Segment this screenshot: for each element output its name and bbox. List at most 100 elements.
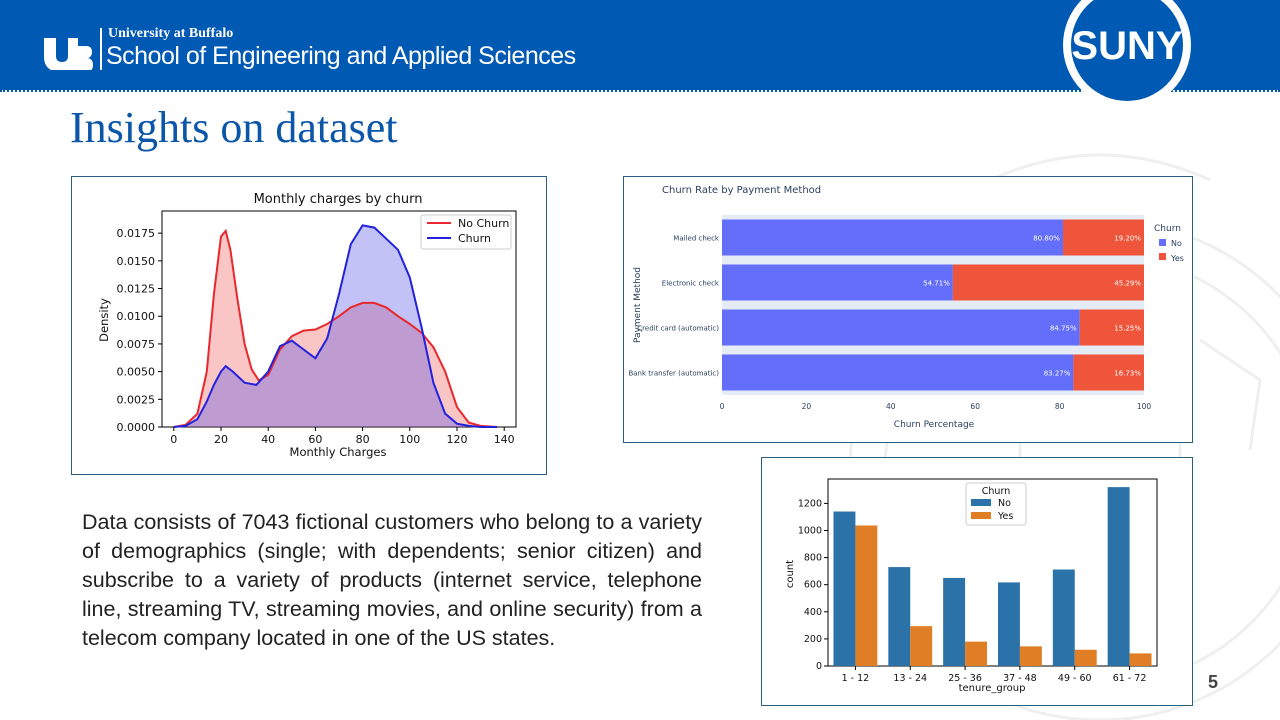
ten-legend-title: Churn (982, 486, 1010, 497)
ten-bar (1074, 649, 1097, 666)
ten-xtick-label: 37 - 48 (1003, 673, 1037, 684)
ten-legend-swatch-yes (971, 512, 991, 519)
kde-ytick-label: 0.0000 (117, 421, 156, 434)
ten-bar (1019, 646, 1042, 666)
pay-legend-title: Churn (1154, 224, 1181, 234)
kde-legend-label-churn: Churn (458, 232, 491, 245)
pay-bar-label: 80.80% (1033, 235, 1060, 243)
ten-plot-frame (827, 478, 1158, 667)
pay-ylabel: Payment Method (633, 267, 643, 343)
university-name: University at Buffalo (108, 26, 234, 41)
pay-xtick-label: 0 (720, 402, 725, 411)
pay-bar (722, 309, 1080, 346)
pay-bar-label: 15.25% (1114, 325, 1141, 333)
kde-ytick-label: 0.0075 (117, 338, 156, 351)
header-dotted-rule (0, 90, 1280, 92)
suny-logo-text: SUNY (1071, 24, 1182, 68)
monthly-charges-chart: Monthly charges by churn 0 20 40 60 80 100 120… (97, 192, 517, 459)
ten-ytick-label: 400 (804, 607, 822, 618)
slide-title: Insights on dataset (70, 103, 398, 152)
ten-bar (943, 577, 966, 666)
ten-bar (997, 582, 1020, 666)
ten-xlabel: tenure_group (959, 683, 1026, 694)
ten-xtick-label: 25 - 36 (948, 673, 982, 684)
payment-method-chart: Churn Rate by Payment Method 80.80% 19.20… (628, 185, 1184, 430)
kde-ylabel: Density (97, 298, 111, 342)
pay-xtick-label: 40 (886, 402, 896, 411)
tenure-group-chart: 1 - 12 13 - 24 25 - 36 37 - 48 49 - 60 61 - 7… (785, 478, 1158, 694)
pay-bar-label: 83.27% (1044, 370, 1071, 378)
pay-title: Churn Rate by Payment Method (662, 185, 821, 196)
ten-legend-label-no: No (998, 498, 1011, 509)
ten-bar (833, 511, 856, 666)
ten-xtick-label: 13 - 24 (893, 673, 927, 684)
monthly-charges-chart-panel: Monthly charges by churn 0 20 40 60 80 100 120… (71, 176, 547, 475)
kde-ytick-label: 0.0025 (117, 393, 156, 406)
pay-xlabel: Churn Percentage (894, 420, 975, 430)
pay-legend-label-no: No (1171, 239, 1182, 248)
pay-xtick-label: 80 (1055, 402, 1065, 411)
pay-xtick-label: 60 (970, 402, 980, 411)
pay-bar (952, 264, 1144, 301)
ten-bar (910, 626, 933, 666)
ten-ytick-label: 0 (816, 661, 822, 672)
pay-legend-swatch-yes (1159, 253, 1166, 260)
payment-method-chart-panel: Churn Rate by Payment Method 80.80% 19.20… (623, 176, 1193, 443)
pay-legend-swatch-no (1159, 239, 1166, 246)
kde-plot-frame (161, 210, 517, 428)
ten-xtick-label: 1 - 12 (842, 673, 870, 684)
ten-legend-swatch-no (971, 499, 991, 506)
pay-category-label: Credit card (automatic) (637, 325, 719, 333)
kde-legend-label-no-churn: No Churn (458, 217, 509, 230)
ten-bar (888, 567, 911, 666)
kde-xtick-label: 100 (399, 433, 420, 446)
pay-bar-label: 84.75% (1050, 325, 1077, 333)
kde-title: Monthly charges by churn (254, 192, 423, 207)
ten-ytick-label: 200 (804, 634, 822, 645)
pay-bar (1073, 354, 1144, 391)
kde-xtick-label: 0 (170, 433, 177, 446)
pay-xtick-label: 100 (1137, 402, 1152, 411)
dataset-description: Data consists of 7043 fictional customer… (82, 510, 702, 650)
kde-line-0 (173, 228, 498, 428)
kde-xtick-label: 80 (356, 433, 370, 446)
kde-xlabel: Monthly Charges (290, 445, 387, 459)
page-number: 5 (1208, 672, 1219, 692)
kde-legend: No Churn Churn (420, 214, 512, 250)
kde-area-1 (173, 225, 498, 427)
pay-legend-label-yes: Yes (1170, 254, 1184, 263)
kde-area-0 (173, 230, 498, 427)
ten-legend: Churn No Yes (965, 482, 1027, 526)
ten-bar (855, 525, 878, 666)
school-name: School of Engineering and Applied Scienc… (106, 42, 576, 70)
kde-xtick-label: 140 (494, 433, 515, 446)
pay-legend: Churn No Yes (1154, 224, 1184, 263)
suny-logo: SUNY (1063, 0, 1191, 104)
pay-category-label: Bank transfer (automatic) (628, 370, 719, 378)
pay-bar-label: 16.73% (1114, 370, 1141, 378)
ten-xtick-label: 61 - 72 (1113, 673, 1147, 684)
kde-xtick-label: 40 (261, 433, 275, 446)
header-divider (100, 28, 102, 70)
kde-ytick-label: 0.0050 (117, 366, 156, 379)
pay-bar (722, 264, 953, 301)
pay-category-label: Electronic check (662, 280, 720, 288)
ten-ytick-label: 600 (804, 580, 822, 591)
kde-ytick-label: 0.0100 (117, 310, 156, 323)
ten-ylabel: count (785, 560, 796, 588)
pay-bar-label: 19.20% (1114, 235, 1141, 243)
ten-xtick-label: 49 - 60 (1058, 673, 1092, 684)
ten-bar (1129, 653, 1152, 666)
pay-bar (722, 354, 1074, 391)
pay-bar (1062, 219, 1144, 256)
kde-xtick-label: 60 (308, 433, 322, 446)
pay-xtick-label: 20 (802, 402, 812, 411)
pay-bar-label: 54.71% (923, 280, 950, 288)
kde-ytick-label: 0.0175 (117, 227, 156, 240)
ten-ytick-label: 1000 (798, 525, 822, 536)
ten-ytick-label: 800 (804, 553, 822, 564)
ten-legend-label-yes: Yes (997, 511, 1013, 522)
kde-xtick-label: 120 (447, 433, 468, 446)
ten-bar (1052, 569, 1075, 666)
ub-logo-icon (44, 38, 93, 70)
